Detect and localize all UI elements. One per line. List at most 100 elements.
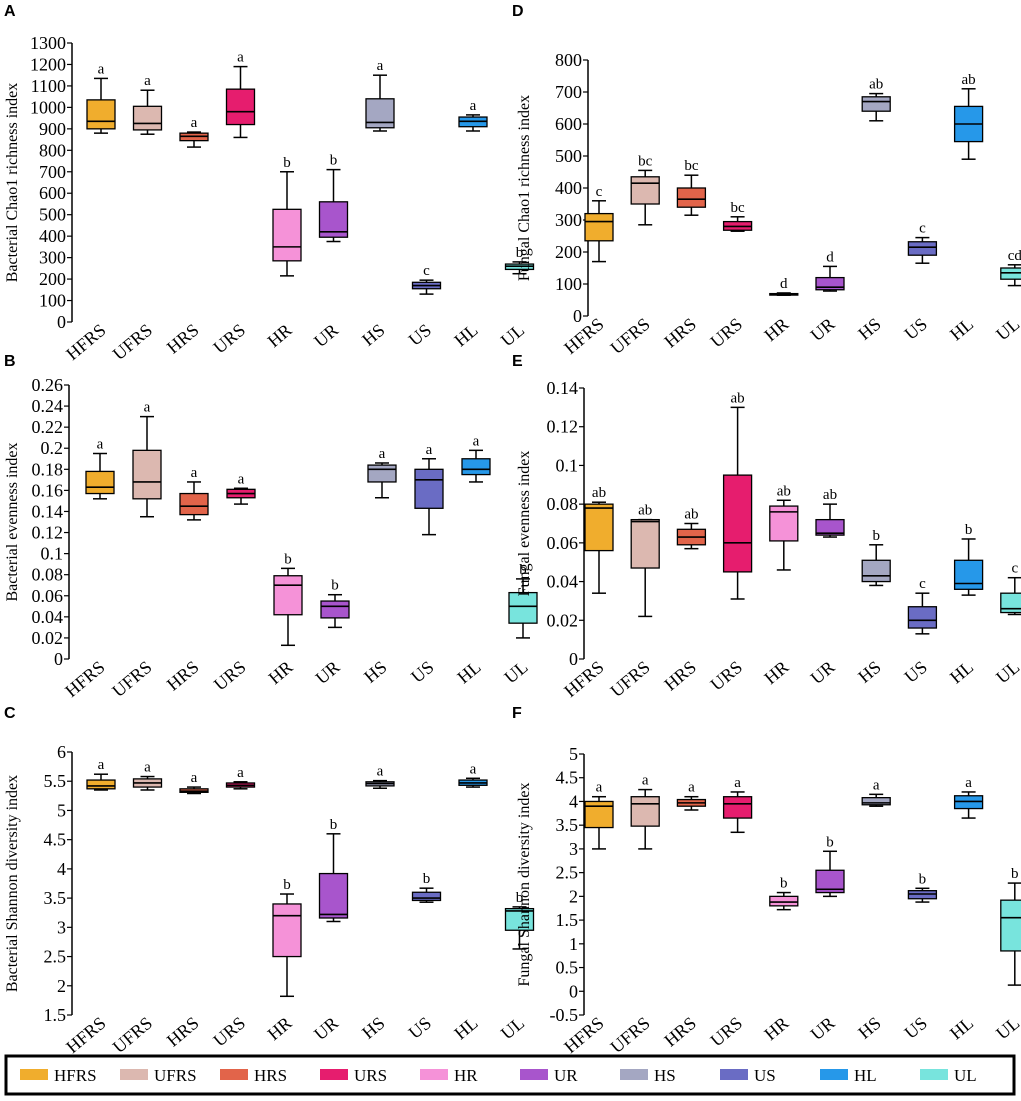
box-body — [630, 518, 660, 569]
x-tick-label: UFRS — [606, 657, 653, 701]
significance-label: a — [473, 433, 480, 449]
y-tick-label: 0.22 — [32, 417, 64, 437]
box-urs: a — [226, 471, 256, 505]
box-body — [365, 98, 395, 129]
x-tick-label: URS — [706, 1013, 746, 1051]
y-tick-label: 0 — [54, 649, 63, 669]
significance-label: a — [237, 765, 244, 781]
y-tick-label: 500 — [39, 205, 66, 225]
y-tick-label: 1.5 — [556, 910, 579, 930]
legend-item-ul: UL — [920, 1066, 977, 1085]
x-tick-label: UFRS — [109, 1013, 156, 1057]
box-hfrs: c — [584, 184, 614, 263]
significance-label: b — [826, 834, 834, 850]
significance-label: b — [965, 522, 973, 538]
y-tick-label: 0.16 — [32, 480, 64, 500]
box-body — [584, 503, 614, 552]
significance-label: b — [516, 890, 524, 906]
y-axis-title: Bacterial Shannon diversity index — [4, 775, 21, 992]
box-body — [86, 779, 116, 790]
box-body — [272, 208, 302, 262]
y-tick-label: 800 — [555, 50, 582, 70]
box-hfrs: a — [86, 757, 116, 791]
x-tick-label: UFRS — [606, 314, 653, 358]
box-ufrs: bc — [630, 153, 660, 226]
box-urs: a — [225, 765, 256, 790]
x-tick-label: US — [900, 1013, 930, 1043]
significance-label: bc — [684, 158, 699, 174]
significance-label: a — [144, 760, 151, 776]
box-ufrs: a — [132, 73, 163, 135]
significance-label: a — [377, 58, 384, 74]
legend-item-hs: HS — [620, 1066, 676, 1085]
box-body — [1000, 592, 1021, 614]
box-ur: b — [318, 153, 349, 243]
significance-label: b — [283, 155, 291, 171]
legend-item-hfrs: HFRS — [20, 1066, 97, 1085]
box-body — [815, 869, 845, 894]
box-body — [815, 518, 845, 536]
x-tick-label: HS — [358, 1013, 388, 1043]
box-hrs: a — [179, 770, 209, 795]
box-ur: b — [320, 578, 350, 629]
box-urs: ab — [722, 390, 753, 600]
box-ufrs: a — [132, 400, 162, 518]
y-tick-label: 0.12 — [32, 523, 64, 543]
y-axis-title: Bacterial evenness index — [4, 442, 21, 601]
y-tick-label: 1.5 — [44, 1005, 67, 1025]
y-tick-label: 0.14 — [547, 378, 579, 398]
box-body — [414, 468, 444, 509]
y-tick-label: 0 — [573, 306, 582, 326]
x-tick-label: UR — [807, 314, 839, 345]
y-tick-label: 3.5 — [556, 815, 579, 835]
box-body — [861, 96, 891, 112]
x-tick-label: HR — [264, 1013, 296, 1044]
box-ufrs: ab — [630, 503, 660, 618]
significance-label: a — [237, 50, 244, 66]
significance-label: a — [688, 780, 695, 796]
significance-label: b — [330, 817, 338, 833]
y-tick-label: 300 — [555, 210, 582, 230]
box-hrs: ab — [676, 507, 707, 550]
y-tick-label: 1000 — [30, 97, 66, 117]
box-body — [1000, 267, 1021, 280]
y-tick-label: 700 — [555, 82, 582, 102]
legend: HFRS UFRS HRS URS HR UR HS US HL UL — [4, 1054, 1016, 1096]
box-hrs: a — [676, 780, 707, 811]
box-body — [953, 559, 984, 590]
box-ul: b — [508, 562, 538, 639]
box-body — [272, 903, 302, 958]
x-tick-label: US — [407, 657, 437, 687]
significance-label: cd — [1008, 248, 1021, 264]
y-tick-label: 100 — [39, 291, 66, 311]
y-tick-label: 4 — [57, 859, 66, 879]
box-hr: b — [769, 876, 799, 911]
y-axis-title: Bacterial Chao1 richness index — [4, 83, 21, 283]
y-tick-label: 4.5 — [556, 768, 579, 788]
y-tick-label: 0 — [569, 649, 578, 669]
y-tick-label: 2.5 — [556, 863, 579, 883]
significance-label: c — [919, 221, 926, 237]
box-ul: b — [504, 245, 535, 275]
legend-swatch — [720, 1069, 748, 1080]
x-tick-label: HS — [358, 320, 388, 350]
x-tick-label: UL — [497, 1013, 528, 1044]
significance-label: a — [98, 61, 105, 77]
y-tick-label: 0.06 — [32, 586, 64, 606]
significance-label: b — [283, 877, 291, 893]
x-tick-label: HS — [360, 657, 390, 687]
x-tick-label: UFRS — [606, 1013, 653, 1057]
x-tick-label: HRS — [163, 320, 203, 358]
box-body — [367, 464, 397, 483]
legend-border — [4, 1054, 1016, 1096]
significance-label: b — [1011, 866, 1019, 882]
panel-d: D 0 100 200 300 400 500 600 700 800 Fungal Chao1 r… — [512, 3, 1021, 358]
x-tick-label: UL — [500, 657, 531, 688]
box-body — [508, 591, 538, 624]
significance-label: b — [519, 562, 527, 578]
y-tick-label: 400 — [555, 178, 582, 198]
y-tick-label: 5.5 — [44, 771, 67, 791]
box-body — [225, 88, 256, 126]
x-tick-label: US — [405, 1013, 435, 1043]
box-body — [1000, 899, 1021, 952]
